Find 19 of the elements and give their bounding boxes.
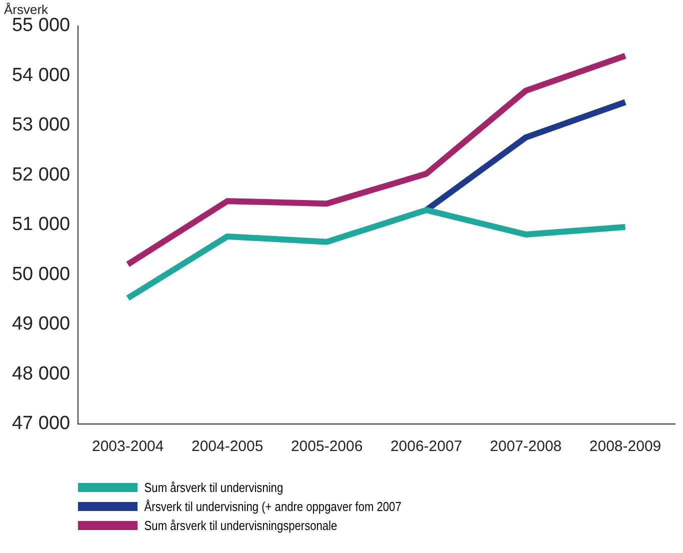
- legend-label: Årsverk til undervisning (+ andre oppgaver fom 2007: [144, 499, 402, 514]
- x-tick-label: 2006-2007: [390, 438, 462, 456]
- legend-label: Sum årsverk til undervisning: [144, 480, 284, 495]
- y-tick-label: 52 000: [12, 164, 70, 186]
- x-tick-label: 2008-2009: [589, 438, 662, 456]
- y-tick-label: 55 000: [12, 15, 70, 36]
- x-tick-label: 2004-2005: [191, 438, 264, 456]
- y-tick-label: 53 000: [12, 114, 70, 136]
- y-tick-label: 51 000: [12, 214, 70, 236]
- x-tick-label: 2003-2004: [92, 438, 164, 456]
- y-tick-label: 49 000: [12, 314, 70, 335]
- x-tick-label: 2005-2006: [290, 438, 363, 456]
- y-tick-label: 50 000: [12, 264, 70, 285]
- y-tick-label: 47 000: [12, 413, 70, 434]
- y-tick-label: 48 000: [12, 363, 70, 384]
- y-axis-title: Årsverk: [4, 2, 49, 18]
- legend-label: Sum årsverk til undervisningspersonale: [144, 518, 338, 533]
- x-tick-label: 2007-2008: [490, 438, 562, 456]
- y-tick-label: 54 000: [12, 64, 70, 86]
